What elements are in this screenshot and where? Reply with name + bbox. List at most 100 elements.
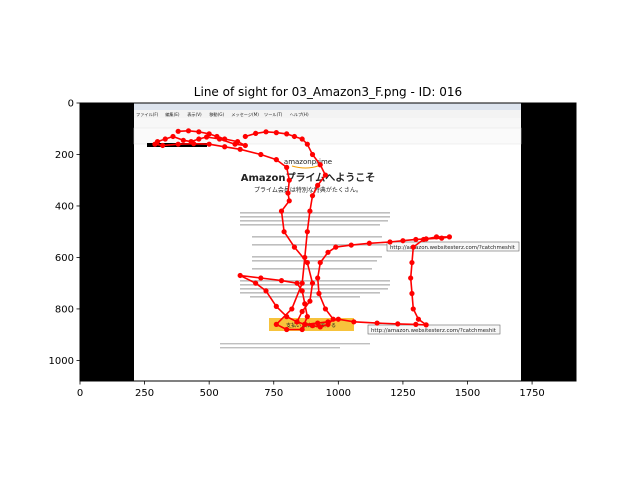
- gaze-point: [185, 128, 192, 134]
- gaze-point: [317, 259, 323, 266]
- gaze-point: [284, 314, 290, 320]
- gaze-point: [410, 244, 416, 250]
- menu-item: ファイル(F): [136, 112, 159, 118]
- gaze-point: [315, 320, 321, 326]
- screenshot-titlebar: [134, 103, 521, 110]
- gaze-point: [162, 136, 168, 142]
- gaze-point: [286, 198, 292, 204]
- link-tooltip-2-text: http://amazon.websitesterz.com/?catchmes…: [371, 328, 496, 334]
- gaze-point: [395, 321, 401, 327]
- gaze-point: [294, 319, 300, 325]
- brand-logo: amazonprime: [284, 158, 332, 166]
- gaze-point: [304, 259, 310, 266]
- gaze-point: [191, 141, 197, 147]
- gaze-point: [333, 244, 339, 250]
- gaze-point: [299, 288, 305, 294]
- gaze-point: [289, 306, 295, 312]
- gaze-point: [408, 275, 414, 281]
- gaze-point: [175, 141, 181, 147]
- gaze-point: [423, 322, 429, 328]
- gaze-point: [291, 244, 298, 250]
- gaze-point: [446, 234, 453, 240]
- gaze-point: [304, 229, 310, 235]
- gaze-point: [152, 141, 158, 147]
- gaze-point: [309, 193, 316, 199]
- y-tick-label: 1000: [49, 356, 74, 367]
- gaze-point: [273, 130, 279, 136]
- gaze-point: [315, 275, 321, 281]
- gaze-point: [175, 128, 181, 134]
- gaze-point: [413, 236, 419, 243]
- gaze-point: [307, 208, 313, 214]
- gaze-point: [278, 278, 285, 284]
- gaze-point: [322, 172, 329, 178]
- link-tooltip-2: [367, 324, 501, 335]
- gaze-point: [170, 133, 176, 140]
- body-text-lines: [220, 212, 390, 349]
- brand-smile-icon: [291, 165, 319, 169]
- headline: Amazonプライムへようこそ: [241, 171, 376, 184]
- menu-item: 移動(G): [209, 111, 224, 118]
- gaze-point: [284, 164, 290, 170]
- axes-frame: [79, 102, 577, 382]
- gaze-point: [325, 249, 331, 255]
- gaze-point: [222, 144, 228, 150]
- gaze-point: [253, 130, 259, 136]
- plot-area: ファイル(F) 編集(E) 表示(V) 移動(G) メッセージ(M) ツール(T) ヘルプ(…: [79, 102, 577, 382]
- gaze-point: [263, 129, 269, 135]
- gaze-point: [302, 301, 308, 307]
- screenshot-toolbar: [134, 118, 521, 128]
- gaze-point: [400, 238, 406, 244]
- gaze-point: [413, 321, 419, 327]
- gaze-point: [335, 316, 341, 322]
- gaze-point: [253, 280, 259, 286]
- y-tick-label: 800: [55, 304, 74, 315]
- gaze-point: [309, 323, 316, 329]
- gaze-point: [281, 229, 287, 235]
- gaze-point: [302, 321, 308, 327]
- gaze-point: [258, 275, 264, 281]
- gaze-point: [439, 235, 445, 241]
- gaze-point: [242, 142, 248, 149]
- gaze-point: [291, 133, 298, 140]
- gaze-point: [206, 141, 212, 147]
- gaze-points: [152, 128, 453, 333]
- gaze-point: [304, 141, 310, 147]
- x-tick-label: 1750: [519, 388, 544, 399]
- gaze-point: [232, 141, 238, 147]
- gaze-point: [387, 239, 393, 245]
- gaze-point: [242, 133, 248, 140]
- menu-item: ヘルプ(H): [290, 112, 309, 118]
- gaze-point: [237, 146, 243, 152]
- link-tooltip-1: [386, 241, 520, 252]
- gaze-point: [160, 142, 166, 149]
- gaze-point: [433, 234, 440, 240]
- screenshot-menubar: [134, 110, 521, 118]
- menu-item: 編集(E): [165, 111, 180, 118]
- gaze-point: [302, 254, 308, 261]
- gaze-point: [273, 303, 279, 309]
- gaze-point: [299, 326, 305, 333]
- gaze-point: [316, 290, 322, 297]
- x-tick-label: 500: [200, 388, 219, 399]
- gaze-point: [374, 320, 380, 326]
- gaze-point: [216, 136, 223, 142]
- x-tick-label: 750: [264, 388, 283, 399]
- gaze-point: [409, 259, 415, 266]
- gaze-point: [351, 319, 357, 325]
- menu-item: 表示(V): [187, 111, 202, 118]
- gaze-point: [317, 162, 323, 168]
- y-axis: 0 200 400 600 800 1000: [49, 99, 80, 367]
- gaze-point: [366, 240, 372, 246]
- menu-item: メッセージ(M): [231, 112, 259, 117]
- gaze-point: [315, 182, 321, 188]
- gaze-point: [203, 134, 210, 140]
- gaze-point: [304, 314, 310, 320]
- gaze-point: [325, 321, 331, 327]
- gaze-point: [278, 208, 285, 214]
- x-tick-label: 0: [77, 388, 83, 399]
- gaze-point: [285, 190, 291, 196]
- gaze-point: [299, 308, 305, 315]
- y-tick-label: 200: [55, 150, 74, 161]
- menu-bar: ファイル(F) 編集(E) 表示(V) 移動(G) メッセージ(M) ツール(T) ヘルプ(…: [136, 111, 309, 118]
